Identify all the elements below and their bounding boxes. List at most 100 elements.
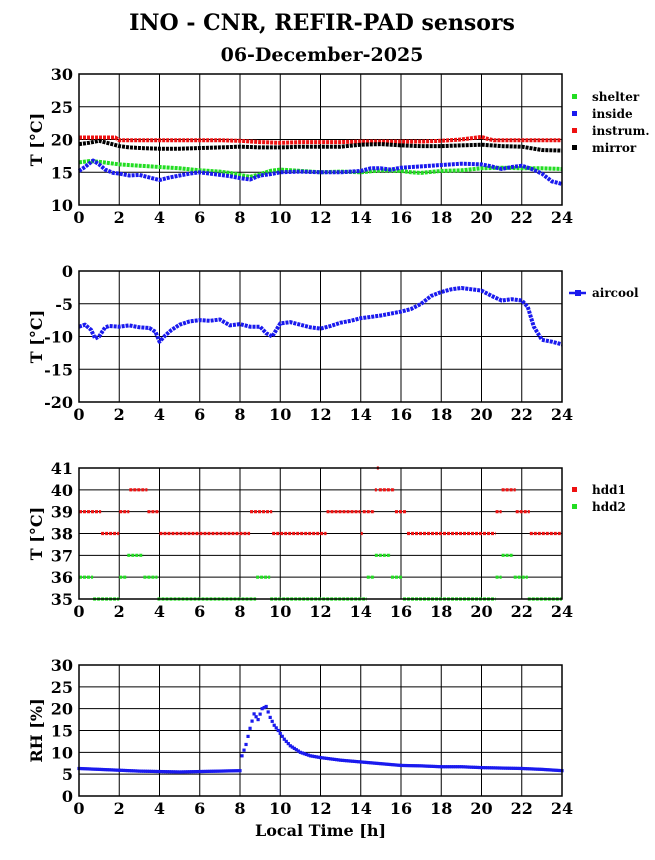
- series-RH-point: [109, 768, 113, 772]
- series-RH-point: [421, 764, 425, 768]
- legend-label: inside: [592, 107, 633, 121]
- series-RH-point: [413, 764, 417, 768]
- series-RH-point: [296, 749, 300, 753]
- y-tick-label: 37: [51, 546, 73, 565]
- series-RH-point: [552, 768, 556, 772]
- series-RH-point: [489, 766, 494, 770]
- series-RH-point: [238, 769, 242, 773]
- series-RH-point: [246, 734, 250, 738]
- series-RH-point: [105, 768, 109, 772]
- x-tick-label: 4: [154, 799, 165, 818]
- series-RH-point: [457, 765, 461, 769]
- series-RH-point: [530, 767, 534, 771]
- series-RH-point: [270, 719, 274, 723]
- series-RH-point: [139, 769, 143, 773]
- series-RH-point: [355, 759, 359, 764]
- series-RH-point: [475, 765, 480, 770]
- series-RH-point: [137, 769, 141, 773]
- series-RH-point: [341, 758, 345, 762]
- plot-frame: [78, 664, 563, 797]
- series-RH-point: [439, 765, 443, 769]
- series-RH-point: [532, 767, 536, 771]
- series-RH-point: [115, 768, 119, 772]
- x-tick-label: 22: [511, 405, 533, 424]
- x-tick-label: 6: [194, 602, 205, 621]
- x-tick-label: 0: [73, 208, 84, 227]
- x-tick-label: 16: [390, 799, 412, 818]
- x-tick-label: 10: [269, 208, 291, 227]
- x-tick-label: 14: [350, 405, 372, 424]
- x-tick-label: 14: [350, 799, 372, 818]
- series-RH-point: [546, 768, 550, 772]
- series-RH-point: [290, 745, 294, 749]
- series-RH-point: [502, 766, 506, 770]
- series-RH-point: [131, 769, 135, 773]
- series-RH-point: [339, 758, 343, 762]
- x-tick-label: 14: [350, 208, 372, 227]
- series-RH-point: [544, 768, 548, 772]
- plot-frame: [78, 467, 563, 600]
- series-RH-point: [232, 769, 236, 773]
- x-axis-label: Local Time [h]: [255, 821, 386, 840]
- series-RH-point: [250, 719, 254, 723]
- series-RH-point: [294, 748, 298, 752]
- x-tick-label: 12: [309, 405, 331, 424]
- series-RH-point: [169, 770, 174, 774]
- series-RH-point: [516, 766, 520, 771]
- x-tick-label: 2: [114, 405, 125, 424]
- series-RH-point: [133, 769, 137, 773]
- series-RH-point: [465, 765, 470, 769]
- legend-label: mirror: [592, 141, 637, 155]
- series-RH-point: [353, 759, 357, 764]
- x-tick-label: 10: [269, 405, 291, 424]
- series-RH-point: [184, 770, 188, 774]
- x-tick-label: 8: [234, 799, 245, 818]
- x-tick-label: 20: [470, 208, 492, 227]
- series-RH-point: [292, 746, 296, 751]
- series-RH-point: [534, 767, 538, 771]
- series-RH-point: [258, 712, 262, 716]
- series-RH-point: [282, 737, 286, 741]
- series-RH-point: [188, 770, 192, 774]
- series-RH-point: [417, 764, 421, 768]
- series-RH-point: [415, 764, 419, 768]
- series-RH-point: [375, 761, 379, 765]
- x-tick-label: 12: [309, 799, 331, 818]
- series-RH-point: [451, 765, 455, 769]
- series-RH-point: [163, 770, 168, 774]
- series-RH-point: [524, 767, 528, 771]
- series-RH-point: [357, 760, 361, 764]
- series-RH-point: [79, 766, 83, 771]
- series-RH-point: [242, 748, 246, 752]
- series-RH-point: [264, 704, 268, 709]
- series-RH-point: [192, 770, 196, 774]
- x-tick-label: 0: [73, 405, 84, 424]
- series-RH-point: [453, 765, 457, 769]
- series-RH-point: [473, 765, 478, 769]
- series-RH-point: [437, 765, 441, 769]
- series-RH-point: [377, 761, 381, 766]
- series-RH-point: [222, 769, 226, 773]
- series-RH-point: [135, 769, 139, 773]
- series-RH-point: [252, 712, 256, 716]
- x-tick-label: 4: [154, 208, 165, 227]
- y-tick-label: 15: [51, 163, 73, 182]
- x-tick-label: 8: [234, 602, 245, 621]
- x-tick-label: 24: [551, 799, 573, 818]
- series-RH-point: [314, 755, 319, 759]
- series-RH-point: [278, 731, 282, 736]
- series-RH-point: [316, 755, 321, 759]
- series-RH-point: [512, 766, 516, 770]
- series-RH-point: [359, 760, 363, 764]
- series-RH-point: [520, 766, 524, 771]
- series-RH-point: [433, 764, 437, 769]
- series-RH-point: [556, 768, 560, 773]
- series-RH-point: [379, 762, 383, 766]
- series-RH-point: [262, 705, 266, 710]
- series-RH-point: [111, 768, 115, 772]
- series-RH-point: [272, 723, 276, 727]
- x-tick-label: 2: [114, 799, 125, 818]
- series-RH-point: [403, 763, 407, 768]
